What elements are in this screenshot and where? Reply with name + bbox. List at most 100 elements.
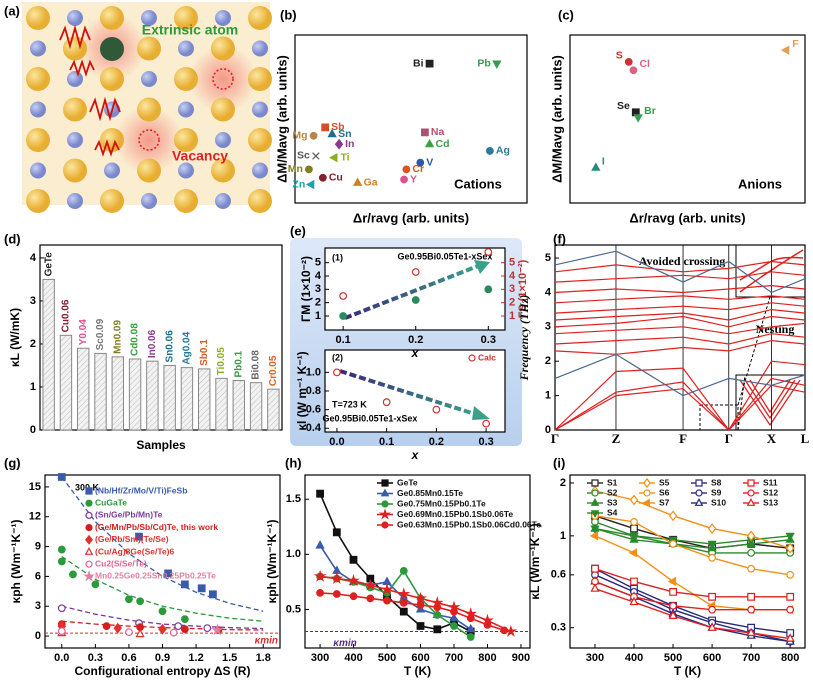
x-tick-label: 0.3 (481, 334, 496, 346)
marker (628, 548, 638, 558)
host-atom (30, 101, 46, 118)
host-atom (248, 67, 272, 91)
plot-frame (304, 474, 531, 649)
host-atom (100, 189, 124, 213)
marker (85, 499, 93, 507)
x-tick-label: 0.0 (329, 436, 344, 448)
legend-label: Calc (478, 352, 496, 362)
series-line (554, 353, 806, 397)
y-axis-label: κl (W m⁻¹ K⁻¹) (295, 351, 309, 430)
host-atom (104, 162, 120, 179)
marker (85, 523, 93, 532)
host-atom (248, 6, 272, 30)
x-tick-label: L (801, 431, 810, 446)
legend-label: S9 (711, 487, 722, 497)
marker (180, 615, 189, 624)
x-tick-label: 1.2 (188, 652, 203, 664)
legend-label: S11 (763, 477, 778, 487)
host-atom (252, 162, 268, 179)
marker (629, 494, 639, 506)
marker (334, 138, 344, 150)
trend-arrow (474, 260, 490, 274)
x-tick-label: 0.3 (478, 436, 493, 448)
point-label: Ga (364, 177, 378, 189)
fit-curve (61, 476, 264, 612)
marker (433, 603, 442, 612)
marker (57, 545, 66, 554)
marker (174, 622, 183, 631)
point-label: I (602, 156, 605, 168)
host-atom (215, 132, 231, 148)
marker (669, 539, 677, 548)
series-line (594, 527, 791, 545)
x-tick-label: 1.5 (222, 652, 237, 664)
x-tick-label: 800 (478, 652, 496, 664)
marker (483, 620, 492, 629)
x-tick-label: 300 (586, 652, 604, 664)
host-atom (26, 67, 50, 91)
marker (589, 531, 599, 541)
marker (747, 605, 756, 614)
marker (786, 592, 795, 601)
marker (786, 570, 795, 579)
series-line (594, 568, 791, 634)
marker (591, 564, 599, 573)
legend-label: S4 (607, 507, 618, 517)
marker (694, 498, 704, 506)
y-tick-label: 5 (315, 257, 321, 269)
y2-axis-label: ΓS (1×10⁻²) (517, 259, 529, 318)
y2-tick-label: 2 (509, 297, 515, 309)
phonon-wave (59, 24, 91, 50)
x-tick-label: Γ (725, 431, 733, 446)
series-line (594, 515, 791, 550)
phonon-wave (89, 96, 121, 122)
x-tick-label: 0.9 (155, 652, 170, 664)
schematic (26, 6, 272, 213)
bar-label: In0.06 (147, 329, 158, 358)
y-tick-label: 5 (545, 252, 551, 264)
y-tick-label: 1.5 (286, 493, 301, 505)
point-label: F (792, 38, 799, 50)
bar-label: Ti0.05 (216, 347, 227, 376)
marker (416, 622, 425, 630)
marker (411, 296, 420, 304)
marker (333, 368, 341, 377)
marker (424, 138, 435, 148)
marker (746, 530, 756, 542)
marker (347, 574, 360, 587)
marker (746, 627, 756, 637)
marker (780, 45, 790, 55)
marker (433, 611, 442, 619)
marker (746, 498, 756, 506)
legend-label: Ge0.69Mn0.15Pb0.1Sb0.06Te (397, 509, 513, 519)
marker (747, 489, 755, 497)
point-label: Zn (292, 178, 305, 190)
marker (329, 152, 338, 163)
x-axis-label: T (K) (404, 664, 431, 678)
bar-label: Sc0.09 (95, 318, 106, 350)
marker (209, 590, 217, 599)
phonon-wave (69, 59, 95, 77)
extrinsic-atom (100, 37, 124, 61)
bar (146, 360, 159, 431)
legend-label: (Nb/Hf/Zr/Mo/V/Ti)FeSb (95, 485, 187, 495)
legend-label: S13 (763, 497, 778, 507)
point-label: Sc (297, 150, 310, 162)
marker (57, 473, 66, 481)
y-tick-label: 1 (315, 310, 321, 322)
marker (309, 131, 318, 140)
point-label: Mn (288, 163, 303, 175)
zoom-line (737, 296, 771, 431)
legend-label: (Cu/Ag)8Ge(Se/Te)6 (95, 546, 174, 556)
bar (94, 352, 107, 431)
marker (466, 614, 475, 623)
marker (708, 553, 716, 562)
marker (450, 622, 458, 630)
marker (630, 577, 638, 586)
host-atom (141, 10, 157, 26)
legend-label: Ge0.75Mn0.15Pb0.1Te (397, 498, 486, 508)
glow (189, 45, 257, 113)
series-line (554, 333, 806, 345)
marker (332, 528, 341, 537)
